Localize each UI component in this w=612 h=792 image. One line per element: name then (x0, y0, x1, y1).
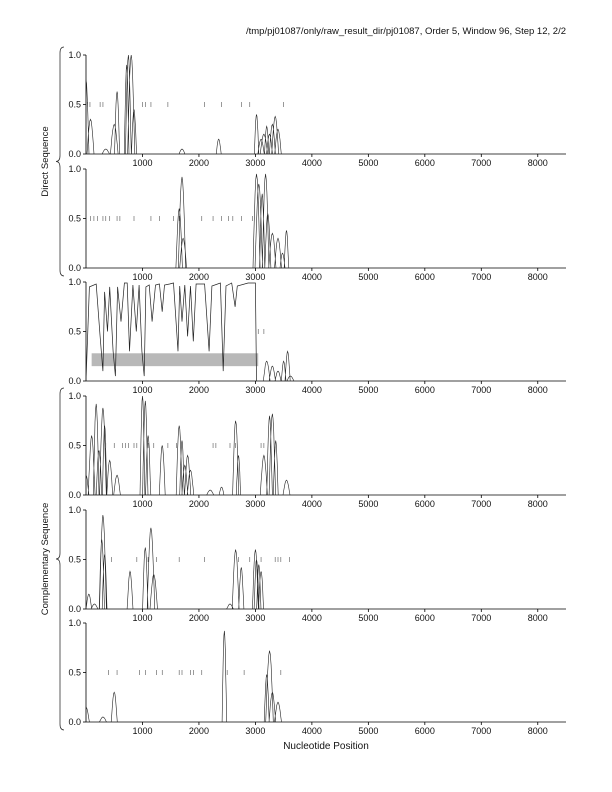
panel-4-y-tick-label: 1.0 (68, 391, 81, 401)
panel-4-x-tick-label: 4000 (302, 499, 322, 509)
panel-6-y-tick-label: 0.5 (68, 668, 81, 678)
panel-2-y-tick-label: 0.5 (68, 214, 81, 224)
panel-3-x-tick-label: 6000 (415, 385, 435, 395)
panel-3-signal-line (263, 350, 295, 382)
panel-2-y-tick-label: 0.0 (68, 263, 81, 273)
panel-6-x-tick-label: 6000 (415, 726, 435, 736)
panel-4-signal-line (85, 395, 291, 496)
panel-2-y-tick-label: 1.0 (68, 164, 81, 174)
panel-5-y-tick-label: 0.5 (68, 555, 81, 565)
panel-3-x-tick-label: 2000 (189, 385, 209, 395)
panel-4-x-tick-label: 1000 (132, 499, 152, 509)
panel-3-y-tick-label: 0.0 (68, 376, 81, 386)
panel-1-x-tick-label: 1000 (132, 158, 152, 168)
panel-5-x-tick-label: 2000 (189, 613, 209, 623)
panel-4-y-tick-label: 0.5 (68, 441, 81, 451)
panel-1-x-tick-label: 8000 (528, 158, 548, 168)
panel-2-x-tick-label: 8000 (528, 272, 548, 282)
panel-3-y-tick-label: 1.0 (68, 277, 81, 287)
panel-2-x-tick-label: 1000 (132, 272, 152, 282)
panel-2-x-tick-label: 5000 (358, 272, 378, 282)
panel-6-y-tick-label: 1.0 (68, 618, 81, 628)
panel-5-y-tick-label: 0.0 (68, 604, 81, 614)
panel-6-y-tick-label: 0.0 (68, 717, 81, 727)
panel-3-highlight-band (91, 353, 259, 367)
panel-3-plateau-line (85, 282, 257, 382)
panel-6-x-tick-label: 7000 (471, 726, 491, 736)
panel-3-x-tick-label: 4000 (302, 385, 322, 395)
panel-5-x-tick-label: 5000 (358, 613, 378, 623)
panel-6-x-tick-label: 5000 (358, 726, 378, 736)
panel-6-x-tick-label: 3000 (245, 726, 265, 736)
panel-6-x-tick-label: 4000 (302, 726, 322, 736)
panel-5-x-tick-label: 3000 (245, 613, 265, 623)
panel-5-signal-line (85, 514, 264, 610)
panel-1-x-tick-label: 3000 (245, 158, 265, 168)
panel-5-y-tick-label: 1.0 (68, 505, 81, 515)
panel-3-x-tick-label: 5000 (358, 385, 378, 395)
panel-1-x-tick-label: 4000 (302, 158, 322, 168)
panel-1-y-tick-label: 0.0 (68, 149, 81, 159)
panel-3-x-tick-label: 8000 (528, 385, 548, 395)
panel-1-y-tick-label: 1.0 (68, 50, 81, 60)
panel-6-x-tick-label: 8000 (528, 726, 548, 736)
panel-4-x-tick-label: 3000 (245, 499, 265, 509)
group-label-2: Complementary Sequence (40, 503, 51, 615)
panel-4-x-tick-label: 8000 (528, 499, 548, 509)
panel-2-x-tick-label: 2000 (189, 272, 209, 282)
panel-3-y-tick-label: 0.5 (68, 327, 81, 337)
panel-5-x-tick-label: 4000 (302, 613, 322, 623)
panel-5-x-tick-label: 6000 (415, 613, 435, 623)
panel-1-signal-line (85, 54, 282, 155)
panel-5-x-tick-label: 1000 (132, 613, 152, 623)
panel-4-x-tick-label: 2000 (189, 499, 209, 509)
panel-6-signal-line (85, 630, 282, 723)
panel-6-x-tick-label: 2000 (189, 726, 209, 736)
panel-1-x-tick-label: 7000 (471, 158, 491, 168)
panel-4-x-tick-label: 5000 (358, 499, 378, 509)
panel-5-x-tick-label: 8000 (528, 613, 548, 623)
panel-4-y-tick-label: 0.0 (68, 490, 81, 500)
panel-2-x-tick-label: 3000 (245, 272, 265, 282)
panel-1-y-tick-label: 0.5 (68, 100, 81, 110)
panel-2-x-tick-label: 6000 (415, 272, 435, 282)
panel-2-signal-line (175, 173, 290, 269)
panel-3-x-tick-label: 1000 (132, 385, 152, 395)
panel-1-x-tick-label: 6000 (415, 158, 435, 168)
panel-1-x-tick-label: 5000 (358, 158, 378, 168)
file-path-header: /tmp/pj01087/only/raw_result_dir/pj01087… (245, 26, 566, 37)
panel-4-x-tick-label: 6000 (415, 499, 435, 509)
panel-3-x-tick-label: 3000 (245, 385, 265, 395)
group-brace-1 (55, 46, 65, 277)
panel-3-x-tick-label: 7000 (471, 385, 491, 395)
x-axis-title: Nucleotide Position (283, 741, 369, 752)
panel-1-x-tick-label: 2000 (189, 158, 209, 168)
panel-2-x-tick-label: 7000 (471, 272, 491, 282)
panel-6-x-tick-label: 1000 (132, 726, 152, 736)
group-brace-2 (55, 387, 65, 731)
group-label-1: Direct Sequence (40, 126, 51, 196)
panel-4-x-tick-label: 7000 (471, 499, 491, 509)
panel-2-x-tick-label: 4000 (302, 272, 322, 282)
panel-5-x-tick-label: 7000 (471, 613, 491, 623)
